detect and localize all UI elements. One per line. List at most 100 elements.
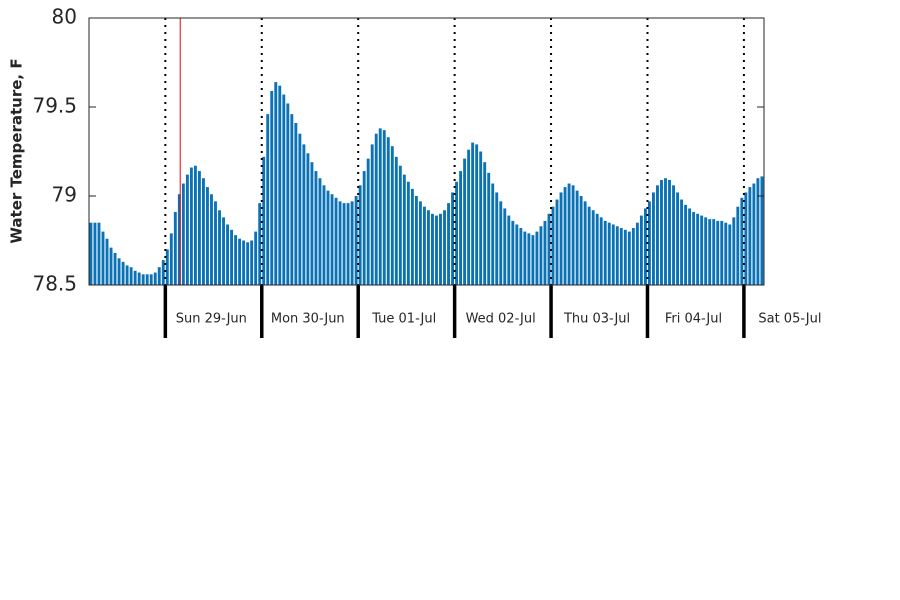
bar bbox=[185, 174, 189, 285]
bar bbox=[125, 265, 129, 285]
bar bbox=[447, 203, 450, 285]
bar bbox=[298, 133, 302, 285]
bar bbox=[398, 165, 402, 285]
bar bbox=[684, 204, 688, 285]
bar bbox=[414, 196, 418, 285]
bar bbox=[459, 171, 463, 285]
bar bbox=[354, 196, 358, 285]
bar bbox=[278, 85, 282, 285]
bar bbox=[720, 220, 724, 285]
bar bbox=[615, 226, 619, 285]
bar bbox=[495, 192, 499, 285]
bar bbox=[579, 196, 583, 285]
bar bbox=[378, 128, 382, 285]
x-tick-label: Fri 04-Jul bbox=[665, 312, 722, 327]
bar bbox=[382, 130, 386, 285]
bar bbox=[519, 228, 523, 285]
bar bbox=[338, 201, 342, 285]
bar bbox=[334, 197, 338, 285]
bar bbox=[181, 183, 185, 285]
bar bbox=[157, 267, 161, 285]
bar bbox=[322, 185, 326, 285]
bar bbox=[619, 228, 623, 285]
bar bbox=[406, 181, 410, 285]
bar bbox=[141, 274, 145, 285]
bar bbox=[117, 258, 121, 285]
bar bbox=[611, 224, 615, 285]
bar bbox=[672, 185, 675, 285]
bar bbox=[740, 197, 744, 285]
bar bbox=[543, 220, 547, 285]
bar bbox=[193, 165, 197, 285]
bar bbox=[583, 201, 587, 285]
bar bbox=[358, 185, 362, 285]
bar bbox=[370, 144, 374, 285]
bar bbox=[559, 192, 563, 285]
bar bbox=[105, 238, 109, 285]
bar bbox=[342, 203, 346, 285]
x-tick-label: Sun 29-Jun bbox=[176, 312, 247, 327]
bar bbox=[113, 252, 117, 285]
bar bbox=[700, 215, 704, 285]
bar bbox=[153, 272, 157, 285]
bar bbox=[210, 194, 213, 285]
bar bbox=[656, 185, 659, 285]
y-tick-label: 79 bbox=[52, 183, 77, 207]
bar bbox=[109, 247, 113, 285]
bar bbox=[258, 203, 262, 285]
bar bbox=[487, 172, 491, 285]
bar bbox=[643, 208, 647, 285]
bar bbox=[555, 199, 559, 285]
bar bbox=[129, 267, 133, 285]
bar bbox=[507, 215, 511, 285]
bar bbox=[173, 212, 177, 285]
bar bbox=[374, 133, 378, 285]
bar bbox=[523, 231, 527, 285]
bar bbox=[214, 201, 217, 285]
bar bbox=[362, 171, 366, 285]
bar bbox=[716, 220, 720, 285]
bar bbox=[306, 153, 310, 285]
bar bbox=[652, 192, 655, 285]
bar bbox=[491, 183, 495, 285]
bar bbox=[133, 270, 137, 285]
bar bbox=[471, 142, 475, 285]
y-tick-label: 78.5 bbox=[32, 272, 77, 296]
bar bbox=[390, 146, 394, 285]
bar bbox=[756, 178, 760, 285]
bar bbox=[527, 233, 531, 285]
bar bbox=[499, 201, 503, 285]
bar bbox=[242, 240, 246, 285]
bar bbox=[89, 222, 93, 285]
bar bbox=[101, 231, 105, 285]
x-tick-label: Sat 05-Jul bbox=[758, 312, 821, 327]
bar bbox=[599, 217, 603, 285]
bar bbox=[680, 199, 684, 285]
x-tick-label: Tue 01-Jul bbox=[371, 312, 436, 327]
bar bbox=[246, 242, 250, 285]
y-axis-label: Water Temperature, F bbox=[8, 58, 26, 243]
bar bbox=[575, 190, 579, 285]
bar bbox=[149, 274, 153, 285]
y-tick-label: 79.5 bbox=[32, 94, 77, 118]
bar bbox=[137, 272, 141, 285]
bar bbox=[451, 192, 454, 285]
bar bbox=[635, 222, 639, 285]
bar bbox=[503, 208, 507, 285]
bar bbox=[282, 94, 286, 285]
bar bbox=[254, 231, 258, 285]
bar bbox=[483, 162, 487, 285]
bar bbox=[668, 179, 671, 285]
bar bbox=[427, 210, 430, 285]
bar bbox=[418, 201, 422, 285]
bar bbox=[350, 201, 354, 285]
bar bbox=[161, 260, 165, 285]
bar bbox=[234, 235, 238, 285]
bar bbox=[595, 213, 599, 285]
bar bbox=[366, 158, 370, 285]
bar bbox=[752, 183, 756, 285]
bar bbox=[346, 203, 350, 285]
x-tick-label: Thu 03-Jul bbox=[563, 312, 630, 327]
bar bbox=[627, 231, 631, 285]
bar bbox=[535, 231, 539, 285]
